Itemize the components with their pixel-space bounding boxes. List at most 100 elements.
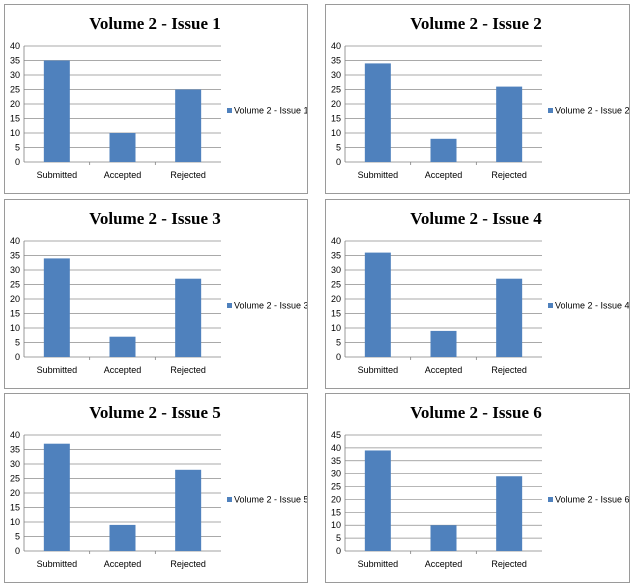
chart-5-y-tick-label: 20 bbox=[10, 488, 20, 498]
chart-3-y-tick-label: 5 bbox=[15, 338, 20, 348]
chart-4-bar-accepted bbox=[430, 330, 457, 357]
chart-5-y-tick-label: 5 bbox=[15, 532, 20, 542]
chart-3-y-tick-label: 10 bbox=[10, 323, 20, 333]
chart-3-y-tick-label: 40 bbox=[10, 236, 20, 246]
chart-5-category-label: Submitted bbox=[37, 559, 78, 569]
chart-2-legend-label: Volume 2 - Issue 2 bbox=[555, 106, 629, 116]
chart-2-bar-accepted bbox=[430, 138, 457, 162]
chart-1-y-tick-label: 20 bbox=[10, 99, 20, 109]
chart-5-category-label: Accepted bbox=[104, 559, 142, 569]
chart-5-bar-submitted bbox=[43, 443, 70, 551]
chart-4-y-tick-label: 5 bbox=[336, 338, 341, 348]
chart-2-y-tick-label: 5 bbox=[336, 143, 341, 153]
chart-2-y-tick-label: 10 bbox=[331, 128, 341, 138]
chart-4-y-tick-label: 40 bbox=[331, 236, 341, 246]
chart-4-y-tick-label: 35 bbox=[331, 251, 341, 261]
chart-1-category-label: Accepted bbox=[104, 170, 142, 180]
chart-4-category-label: Accepted bbox=[425, 365, 463, 375]
chart-6-category-label: Accepted bbox=[425, 559, 463, 569]
chart-2-y-tick-label: 30 bbox=[331, 70, 341, 80]
chart-6-y-tick-label: 5 bbox=[336, 533, 341, 543]
chart-4-bar-rejected bbox=[496, 278, 523, 357]
chart-6-title: Volume 2 - Issue 6 bbox=[410, 403, 542, 422]
chart-4-y-tick-label: 15 bbox=[331, 309, 341, 319]
chart-1-y-tick-label: 35 bbox=[10, 56, 20, 66]
chart-panel-issue-1: Volume 2 - Issue 1 0 5 10 15 20 25 30 35 40 Submit… bbox=[4, 4, 308, 194]
chart-1-y-tick-label: 40 bbox=[10, 41, 20, 51]
chart-3-bar-rejected bbox=[175, 278, 202, 357]
chart-3-y-tick-label: 30 bbox=[10, 265, 20, 275]
chart-1-y-tick-label: 15 bbox=[10, 114, 20, 124]
chart-6-legend-label: Volume 2 - Issue 6 bbox=[555, 495, 629, 505]
chart-1-y-tick-label: 10 bbox=[10, 128, 20, 138]
chart-4-legend-swatch bbox=[548, 303, 553, 308]
chart-1-bar-rejected bbox=[175, 89, 202, 162]
chart-3-y-tick-label: 35 bbox=[10, 251, 20, 261]
chart-panel-issue-4: Volume 2 - Issue 4 0 5 10 15 20 25 30 35 40 Submit… bbox=[325, 199, 630, 389]
chart-6-category-label: Submitted bbox=[358, 559, 399, 569]
chart-1-category-label: Rejected bbox=[170, 170, 206, 180]
chart-6-y-tick-label: 30 bbox=[331, 469, 341, 479]
chart-3-y-tick-label: 25 bbox=[10, 280, 20, 290]
chart-6-y-tick-label: 10 bbox=[331, 520, 341, 530]
chart-1-y-tick-label: 0 bbox=[15, 157, 20, 167]
chart-4-y-tick-label: 20 bbox=[331, 294, 341, 304]
chart-2-y-tick-label: 35 bbox=[331, 56, 341, 66]
chart-2-y-tick-label: 0 bbox=[336, 157, 341, 167]
chart-5-y-tick-label: 35 bbox=[10, 445, 20, 455]
chart-6-y-tick-label: 35 bbox=[331, 456, 341, 466]
chart-6-y-tick-label: 45 bbox=[331, 430, 341, 440]
chart-5-legend-label: Volume 2 - Issue 5 bbox=[234, 495, 307, 505]
chart-3-category-label: Accepted bbox=[104, 365, 142, 375]
chart-3-legend-swatch bbox=[227, 303, 232, 308]
chart-4-y-tick-label: 0 bbox=[336, 352, 341, 362]
chart-panel-issue-5: Volume 2 - Issue 5 0 5 10 15 20 25 30 35 40 Submit… bbox=[4, 393, 308, 583]
chart-4-bar-submitted bbox=[364, 252, 391, 357]
chart-1-title: Volume 2 - Issue 1 bbox=[89, 14, 221, 33]
chart-3-legend-label: Volume 2 - Issue 3 bbox=[234, 301, 307, 311]
chart-3-bar-submitted bbox=[43, 258, 70, 357]
chart-5-y-tick-label: 30 bbox=[10, 459, 20, 469]
chart-3-category-label: Submitted bbox=[37, 365, 78, 375]
chart-3-category-label: Rejected bbox=[170, 365, 206, 375]
chart-6-bar-accepted bbox=[430, 525, 457, 551]
chart-6-y-tick-label: 40 bbox=[331, 443, 341, 453]
chart-2-y-tick-label: 40 bbox=[331, 41, 341, 51]
chart-2-category-label: Submitted bbox=[358, 170, 399, 180]
chart-4-y-tick-label: 10 bbox=[331, 323, 341, 333]
chart-5-y-tick-label: 15 bbox=[10, 503, 20, 513]
chart-1-y-tick-label: 5 bbox=[15, 143, 20, 153]
chart-6-bar-submitted bbox=[364, 450, 391, 551]
chart-3-y-tick-label: 20 bbox=[10, 294, 20, 304]
chart-3-title: Volume 2 - Issue 3 bbox=[89, 209, 221, 228]
chart-1-bar-accepted bbox=[109, 133, 136, 162]
chart-6-y-tick-label: 15 bbox=[331, 507, 341, 517]
chart-panel-issue-3: Volume 2 - Issue 3 0 5 10 15 20 25 30 35 40 Submit… bbox=[4, 199, 308, 389]
chart-6-legend-swatch bbox=[548, 497, 553, 502]
chart-2-y-tick-label: 25 bbox=[331, 85, 341, 95]
chart-4-category-label: Submitted bbox=[358, 365, 399, 375]
chart-1-category-label: Submitted bbox=[37, 170, 78, 180]
chart-6-y-tick-label: 20 bbox=[331, 494, 341, 504]
chart-5-y-tick-label: 40 bbox=[10, 430, 20, 440]
chart-3-y-tick-label: 15 bbox=[10, 309, 20, 319]
chart-2-bar-rejected bbox=[496, 86, 523, 162]
chart-panel-issue-2: Volume 2 - Issue 2 0 5 10 15 20 25 30 35 40 Submit… bbox=[325, 4, 630, 194]
chart-6-category-label: Rejected bbox=[491, 559, 527, 569]
chart-2-category-label: Accepted bbox=[425, 170, 463, 180]
chart-5-y-tick-label: 25 bbox=[10, 474, 20, 484]
chart-2-category-label: Rejected bbox=[491, 170, 527, 180]
chart-5-title: Volume 2 - Issue 5 bbox=[89, 403, 221, 422]
chart-6-bar-rejected bbox=[496, 476, 523, 551]
chart-1-y-tick-label: 25 bbox=[10, 85, 20, 95]
chart-2-legend-swatch bbox=[548, 108, 553, 113]
chart-6-y-tick-label: 0 bbox=[336, 546, 341, 556]
chart-5-legend-swatch bbox=[227, 497, 232, 502]
chart-6-y-tick-label: 25 bbox=[331, 482, 341, 492]
chart-5-category-label: Rejected bbox=[170, 559, 206, 569]
chart-4-y-tick-label: 30 bbox=[331, 265, 341, 275]
chart-1-y-tick-label: 30 bbox=[10, 70, 20, 80]
chart-4-legend-label: Volume 2 - Issue 4 bbox=[555, 301, 629, 311]
chart-1-bar-submitted bbox=[43, 60, 70, 162]
chart-2-bar-submitted bbox=[364, 63, 391, 162]
